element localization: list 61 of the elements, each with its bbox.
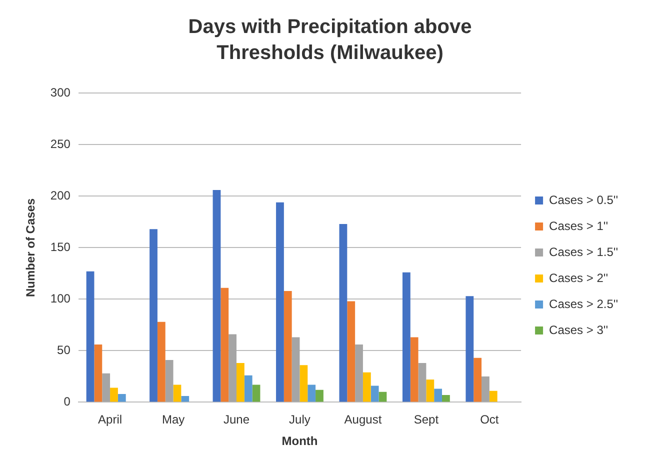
bar xyxy=(110,388,118,402)
legend-label: Cases > 2.5'' xyxy=(549,296,618,311)
bar xyxy=(362,372,371,402)
bar xyxy=(370,386,379,402)
bar xyxy=(410,337,418,402)
bar xyxy=(173,384,182,402)
x-tick-label: April xyxy=(98,412,122,427)
bar xyxy=(442,394,450,402)
bar xyxy=(276,202,284,402)
bar xyxy=(300,365,308,402)
bar xyxy=(220,288,229,402)
y-tick-label: 150 xyxy=(50,240,71,254)
bar xyxy=(308,384,316,402)
y-tick-label: 0 xyxy=(64,394,71,409)
x-tick-label: July xyxy=(289,412,310,427)
bar xyxy=(482,376,490,402)
x-tick-label: August xyxy=(344,412,382,427)
bar xyxy=(426,380,434,402)
bar xyxy=(466,296,474,402)
bar xyxy=(228,334,236,402)
y-tick-label: 250 xyxy=(50,137,71,152)
bar xyxy=(244,375,252,402)
bar xyxy=(118,394,126,402)
bar xyxy=(252,384,260,402)
bar xyxy=(102,373,110,402)
bar xyxy=(355,344,363,402)
bar xyxy=(339,224,348,402)
y-tick-label: 100 xyxy=(50,292,71,306)
x-tick-label: June xyxy=(223,412,250,427)
bar xyxy=(157,322,166,402)
bar xyxy=(402,272,410,402)
bar xyxy=(378,392,387,402)
legend-label: Cases > 2'' xyxy=(549,270,608,285)
x-tick-label: May xyxy=(162,412,185,427)
bar xyxy=(347,301,356,402)
y-axis-title: Number of Cases xyxy=(24,198,38,298)
bar xyxy=(292,337,300,402)
bar xyxy=(418,363,426,402)
legend-label: Cases > 1'' xyxy=(549,218,608,233)
bar xyxy=(94,344,102,402)
x-tick-label: Oct xyxy=(480,412,500,427)
bar xyxy=(434,388,442,402)
bar xyxy=(165,360,174,402)
y-tick-label: 50 xyxy=(57,343,71,358)
legend-label: Cases > 1.5'' xyxy=(549,244,618,259)
bar xyxy=(86,271,94,402)
bar xyxy=(316,390,324,402)
legend-label: Cases > 0.5'' xyxy=(549,192,618,207)
bar xyxy=(284,290,292,402)
legend-label: Cases > 3'' xyxy=(549,322,608,337)
bar xyxy=(236,363,244,402)
bar xyxy=(474,358,482,402)
bar xyxy=(181,396,190,402)
x-tick-label: Sept xyxy=(414,412,440,427)
chart-title: Days with Precipitation above Thresholds (Milwaukee) xyxy=(187,15,473,66)
y-tick-label: 200 xyxy=(50,188,71,203)
y-tick-label: 300 xyxy=(50,86,71,100)
bar xyxy=(489,390,498,402)
bar xyxy=(212,190,221,402)
bar xyxy=(150,229,158,402)
x-axis-title: Month xyxy=(282,434,318,448)
